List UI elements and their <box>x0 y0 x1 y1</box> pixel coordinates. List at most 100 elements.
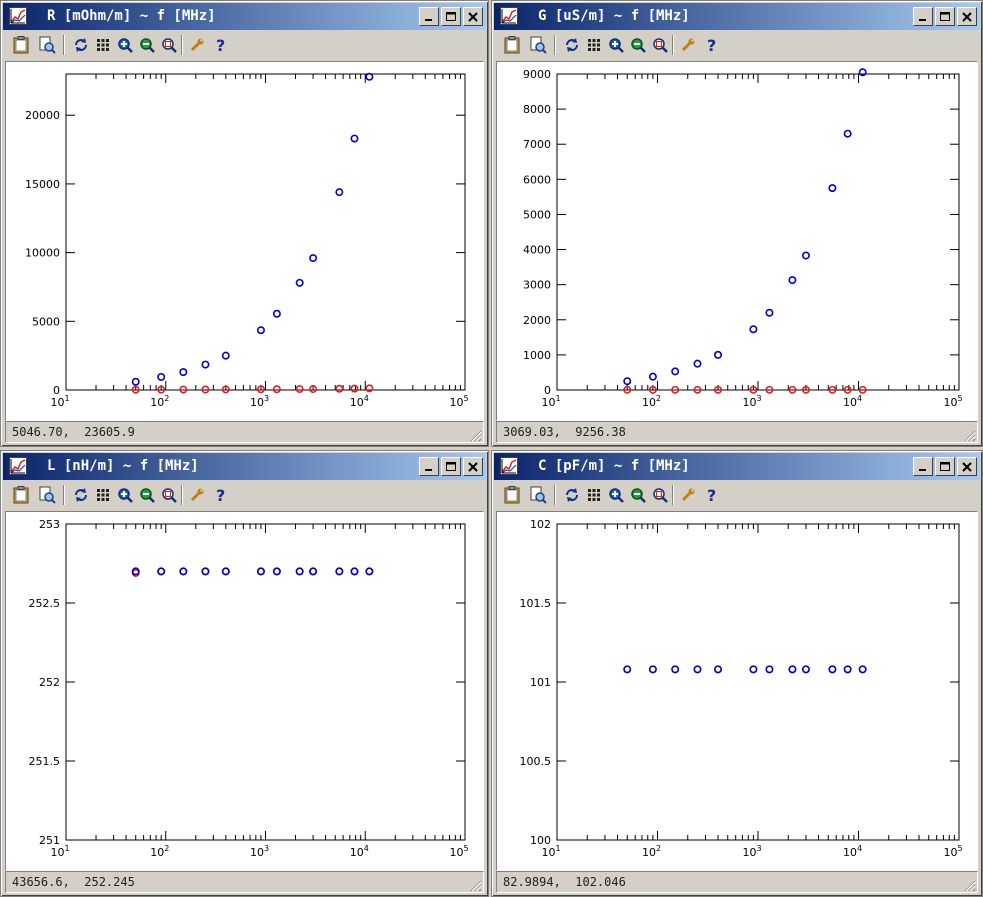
chart-app-icon[interactable] <box>500 457 518 475</box>
data-point-blue <box>256 567 265 576</box>
settings-wrench-button[interactable] <box>187 485 207 505</box>
plot-canvas: 101 102 103 104 1050100020003000400050006000… <box>523 68 963 409</box>
x-tick-label-base: 10 <box>50 846 64 859</box>
clipboard-button[interactable] <box>11 485 31 505</box>
refresh-button[interactable] <box>71 485 91 505</box>
x-tick-label: 105 <box>449 844 468 859</box>
data-point-blue <box>335 567 344 576</box>
zoom-out-button[interactable] <box>137 485 157 505</box>
x-tick-label-base: 10 <box>642 846 656 859</box>
refresh-button[interactable] <box>71 35 91 55</box>
close-button[interactable] <box>463 457 483 476</box>
settings-wrench-button[interactable] <box>187 35 207 55</box>
toolbar-separator <box>672 35 674 55</box>
plot-area[interactable]: 101 102 103 104 105 0 1000 2000 3000 4000 5000 6000… <box>496 61 978 421</box>
settings-wrench-button[interactable] <box>678 485 698 505</box>
resize-grip-icon[interactable] <box>962 427 976 442</box>
close-button[interactable] <box>957 7 977 26</box>
data-point-blue <box>131 377 140 386</box>
zoom-in-button[interactable] <box>115 485 135 505</box>
help-button[interactable]: ? <box>211 35 231 55</box>
resize-grip-icon[interactable] <box>962 877 976 892</box>
title-bar[interactable]: R [mOhm/m] ~ f [MHz] <box>3 3 486 30</box>
print-preview-button[interactable] <box>37 35 57 55</box>
plot-area[interactable]: 101 102 103 104 105 100 100.5 101 101.5 102 <box>496 511 978 871</box>
help-icon: ? <box>705 37 719 53</box>
refresh-button[interactable] <box>562 485 582 505</box>
chart-app-icon[interactable] <box>9 7 27 25</box>
grid-button[interactable] <box>584 35 604 55</box>
close-button[interactable] <box>957 457 977 476</box>
plot-area[interactable]: 101 102 103 104 105 0 5000 10000 15000 20000 <box>5 61 484 421</box>
zoom-fit-button[interactable] <box>159 35 179 55</box>
help-button[interactable]: ? <box>702 35 722 55</box>
maximize-button[interactable] <box>935 457 955 476</box>
x-tick-label: 104 <box>843 844 862 859</box>
zoom-in-button[interactable] <box>115 35 135 55</box>
minimize-button[interactable] <box>913 457 933 476</box>
x-tick-label-exponent: 2 <box>656 394 661 403</box>
help-button[interactable]: ? <box>211 485 231 505</box>
toolbar-separator <box>554 35 556 55</box>
clipboard-button[interactable] <box>502 35 522 55</box>
x-tick-label-base: 10 <box>350 396 364 409</box>
plot-area[interactable]: 101 102 103 104 105 251 251.5 252 252.5 253 <box>5 511 484 871</box>
zoom-in-button[interactable] <box>606 35 626 55</box>
title-bar[interactable]: G [uS/m] ~ f [MHz] <box>494 3 980 30</box>
zoom-out-button[interactable] <box>628 485 648 505</box>
grid-button[interactable] <box>584 485 604 505</box>
minimize-button[interactable] <box>419 457 439 476</box>
close-icon <box>468 461 478 472</box>
status-bar: 3069.03, 9256.38 <box>496 421 978 443</box>
x-tick-label-base: 10 <box>449 396 463 409</box>
clipboard-button[interactable] <box>502 485 522 505</box>
chart-app-icon[interactable] <box>500 7 518 25</box>
x-tick-label: 102 <box>150 844 169 859</box>
window-g-plot: G [uS/m] ~ f [MHz]? 101 102 103 104 105 0 1000 2… <box>491 0 983 447</box>
resize-grip-icon[interactable] <box>468 427 482 442</box>
clipboard-button[interactable] <box>11 35 31 55</box>
data-point-blue <box>671 665 680 674</box>
x-tick-label-base: 10 <box>150 396 164 409</box>
refresh-button[interactable] <box>562 35 582 55</box>
zoom-fit-button[interactable] <box>650 485 670 505</box>
data-point-red <box>309 385 318 394</box>
title-bar[interactable]: L [nH/m] ~ f [MHz] <box>3 453 486 480</box>
zoom-out-button[interactable] <box>628 35 648 55</box>
x-tick-label-base: 10 <box>541 396 555 409</box>
print-preview-button[interactable] <box>528 485 548 505</box>
data-point-red <box>623 385 632 394</box>
maximize-button[interactable] <box>935 7 955 26</box>
grid-button[interactable] <box>93 485 113 505</box>
print-preview-button[interactable] <box>528 35 548 55</box>
minimize-icon <box>425 468 432 471</box>
resize-grip-icon[interactable] <box>468 877 482 892</box>
print-preview-button[interactable] <box>37 485 57 505</box>
maximize-button[interactable] <box>441 457 461 476</box>
y-tick-label: 1000 <box>523 349 551 362</box>
data-point-blue <box>693 359 702 368</box>
minimize-button[interactable] <box>419 7 439 26</box>
maximize-icon <box>446 461 456 471</box>
maximize-button[interactable] <box>441 7 461 26</box>
y-tick-label: 251.5 <box>29 755 61 768</box>
window-controls <box>911 7 977 27</box>
settings-wrench-button[interactable] <box>678 35 698 55</box>
maximize-icon <box>940 11 950 21</box>
data-point-red <box>335 384 344 393</box>
chart-app-icon[interactable] <box>9 457 27 475</box>
grid-button[interactable] <box>93 35 113 55</box>
data-point-blue <box>765 308 774 317</box>
zoom-in-button[interactable] <box>606 485 626 505</box>
minimize-button[interactable] <box>913 7 933 26</box>
zoom-out-button[interactable] <box>137 35 157 55</box>
help-icon: ? <box>214 487 228 503</box>
data-point-blue <box>131 567 140 576</box>
zoom-fit-button[interactable] <box>159 485 179 505</box>
print-preview-icon <box>529 36 547 54</box>
zoom-fit-button[interactable] <box>650 35 670 55</box>
close-button[interactable] <box>463 7 483 26</box>
help-button[interactable]: ? <box>702 485 722 505</box>
title-bar[interactable]: C [pF/m] ~ f [MHz] <box>494 453 980 480</box>
refresh-icon <box>73 487 89 503</box>
